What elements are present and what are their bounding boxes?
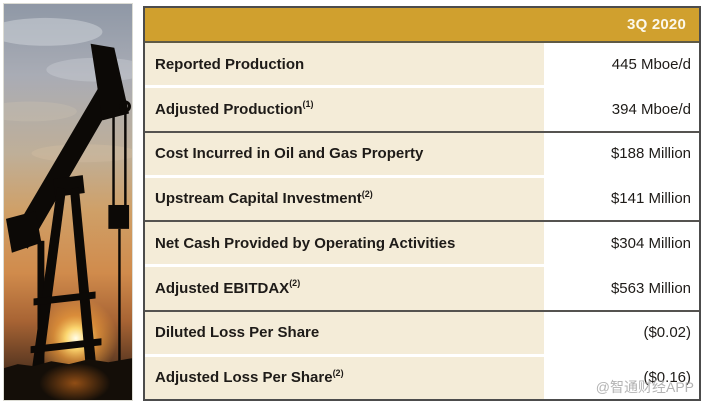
table-row-diluted-loss: Diluted Loss Per Share ($0.02) (145, 311, 699, 357)
row-value: 394 Mboe/d (544, 88, 699, 131)
financial-metrics-table: 3Q 2020 Reported Production 445 Mboe/d A… (143, 6, 701, 401)
row-value: $563 Million (544, 267, 699, 310)
row-value: $188 Million (544, 132, 699, 175)
row-label: Net Cash Provided by Operating Activitie… (145, 222, 544, 265)
period-label: 3Q 2020 (627, 16, 686, 33)
row-value: ($0.16) (544, 356, 699, 399)
row-value: 445 Mboe/d (544, 43, 699, 86)
oil-pumpjack-sunset-icon (4, 4, 132, 400)
table-body: Reported Production 445 Mboe/d Adjusted … (145, 43, 699, 399)
row-label: Reported Production (145, 43, 544, 86)
table-row-cost-incurred: Cost Incurred in Oil and Gas Property $1… (145, 132, 699, 178)
row-label: Diluted Loss Per Share (145, 311, 544, 354)
row-label: Cost Incurred in Oil and Gas Property (145, 132, 544, 175)
row-label: Adjusted EBITDAX (2) (145, 267, 544, 310)
row-label: Upstream Capital Investment (2) (145, 177, 544, 220)
table-row-adjusted-ebitdax: Adjusted EBITDAX (2) $563 Million (145, 267, 699, 312)
table-row-adjusted-production: Adjusted Production (1) 394 Mboe/d (145, 88, 699, 133)
table-row-reported-production: Reported Production 445 Mboe/d (145, 43, 699, 89)
pumpjack-photo (3, 3, 133, 401)
row-value: $304 Million (544, 222, 699, 265)
pumpjack-silhouette-icon (5, 43, 132, 400)
table-header-period: 3Q 2020 (145, 8, 699, 43)
table-row-net-cash: Net Cash Provided by Operating Activitie… (145, 222, 699, 268)
table-row-upstream-capital: Upstream Capital Investment (2) $141 Mill… (145, 177, 699, 222)
row-value: $141 Million (544, 177, 699, 220)
row-value: ($0.02) (544, 311, 699, 354)
row-label: Adjusted Loss Per Share (2) (145, 356, 544, 399)
table-row-adjusted-loss: Adjusted Loss Per Share (2) ($0.16) (145, 356, 699, 399)
row-label: Adjusted Production (1) (145, 88, 544, 131)
